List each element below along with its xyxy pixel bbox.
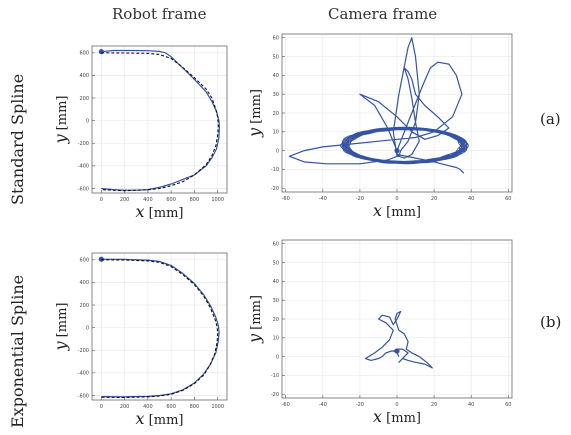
x-tick-label: 40: [468, 196, 474, 202]
x-tick-label: 1000: [211, 404, 224, 410]
x-tick-label: 200: [120, 404, 130, 410]
y-tick-label: 40: [273, 73, 279, 79]
y-tick-label: 0: [86, 325, 89, 331]
y-tick-label: -400: [78, 371, 89, 377]
x-tick-label: 600: [166, 197, 176, 203]
header-camera-frame: Camera frame: [328, 5, 438, 23]
y-tick-label: 10: [273, 336, 279, 342]
y-tick-label: 40: [273, 279, 279, 285]
panel-tag-a: (a): [540, 110, 561, 128]
x-tick-label: 0: [100, 404, 103, 410]
y-tick-label: -200: [78, 141, 89, 147]
plot-robot-standard: 0 200 400 600 800 1000-600-400-2000200400600x…: [51, 45, 228, 221]
y-tick-label: -20: [271, 186, 279, 192]
y-tick-label: -200: [78, 348, 89, 354]
y-axis-label: y [mm]: [51, 96, 70, 145]
x-tick-label: -20: [356, 196, 364, 202]
x-tick-label: 40: [468, 402, 474, 408]
y-tick-label: -600: [78, 186, 89, 192]
x-tick-label: 800: [190, 197, 200, 203]
axes-box: [91, 252, 228, 401]
y-tick-label: 30: [273, 298, 279, 304]
y-tick-label: 20: [273, 111, 279, 117]
series-start-marker: [98, 49, 104, 55]
y-tick-label: 30: [273, 92, 279, 98]
y-tick-label: 600: [79, 51, 89, 57]
y-tick-label: 50: [273, 54, 279, 60]
x-tick-label: 20: [431, 196, 437, 202]
plot-area: [92, 253, 227, 400]
x-tick-label: 20: [431, 402, 437, 408]
x-tick-label: 400: [143, 197, 153, 203]
plot-robot-exponential: 0 200 400 600 800 1000-600-400-2000200400600x…: [51, 252, 228, 428]
y-tick-label: 600: [79, 258, 89, 264]
y-tick-label: -600: [78, 393, 89, 399]
axes-box: [91, 45, 228, 194]
y-tick-label: 400: [79, 73, 89, 79]
series-start-marker: [394, 148, 400, 154]
x-axis-label: x [mm]: [373, 407, 421, 426]
y-tick-label: 60: [273, 242, 279, 248]
y-tick-label: 0: [276, 148, 279, 154]
y-tick-label: -10: [271, 167, 279, 173]
y-tick-label: 0: [86, 118, 89, 124]
x-axis-label: x [mm]: [373, 201, 421, 220]
x-axis-label: x [mm]: [136, 202, 184, 221]
y-axis-label: y [mm]: [245, 89, 264, 138]
x-axis-label: x [mm]: [136, 409, 184, 428]
plot-data-layer: [288, 37, 469, 174]
y-axis-label: y [mm]: [245, 295, 264, 344]
plot-area: [92, 46, 227, 193]
x-tick-label: -20: [356, 402, 364, 408]
x-tick-label: 60: [505, 402, 511, 408]
x-tick-label: 200: [120, 197, 130, 203]
x-tick-label: 0: [100, 197, 103, 203]
series-reference-dashed: [101, 52, 219, 192]
series-start-marker: [394, 348, 400, 354]
series-reference-dashed: [101, 259, 219, 399]
series-trajectory: [364, 310, 433, 369]
series-trajectory: [288, 37, 465, 174]
y-axis-label: y [mm]: [51, 303, 70, 352]
y-tick-label: 20: [273, 317, 279, 323]
plot-data-layer: [364, 310, 433, 369]
plot-camera-standard: -60 -40 -20 0 20 40 60 -20 -10 0 10 20 30 40 50 60 x [mm…: [245, 33, 513, 220]
y-tick-label: -10: [271, 373, 279, 379]
x-tick-label: -60: [282, 402, 290, 408]
y-tick-label: 400: [79, 280, 89, 286]
x-tick-label: -40: [319, 196, 327, 202]
x-tick-label: -40: [319, 402, 327, 408]
x-tick-label: 400: [143, 404, 153, 410]
header-robot-frame: Robot frame: [112, 5, 207, 23]
y-tick-label: 0: [276, 354, 279, 360]
y-tick-label: 50: [273, 260, 279, 266]
plot-data-layer: [98, 256, 220, 399]
panel-tag-b: (b): [540, 313, 562, 331]
plot-camera-exponential: -60 -40 -20 0 20 40 60 -20 -10 0 10 20 30 40 50 60 x [mm…: [245, 239, 513, 426]
y-tick-label: 60: [273, 36, 279, 42]
series-ellipse-loops: [339, 126, 469, 165]
x-tick-label: 60: [505, 196, 511, 202]
y-tick-label: 200: [79, 303, 89, 309]
y-tick-label: 10: [273, 130, 279, 136]
x-tick-label: -60: [282, 196, 290, 202]
x-tick-label: 0: [395, 196, 398, 202]
series-start-marker: [98, 256, 104, 262]
x-tick-label: 800: [190, 404, 200, 410]
y-tick-label: 200: [79, 96, 89, 102]
x-tick-label: 600: [166, 404, 176, 410]
x-tick-label: 0: [395, 402, 398, 408]
y-tick-label: -400: [78, 164, 89, 170]
plot-data-layer: [98, 49, 220, 192]
x-tick-label: 1000: [211, 197, 224, 203]
y-tick-label: -20: [271, 392, 279, 398]
series-trajectory: [101, 49, 220, 191]
